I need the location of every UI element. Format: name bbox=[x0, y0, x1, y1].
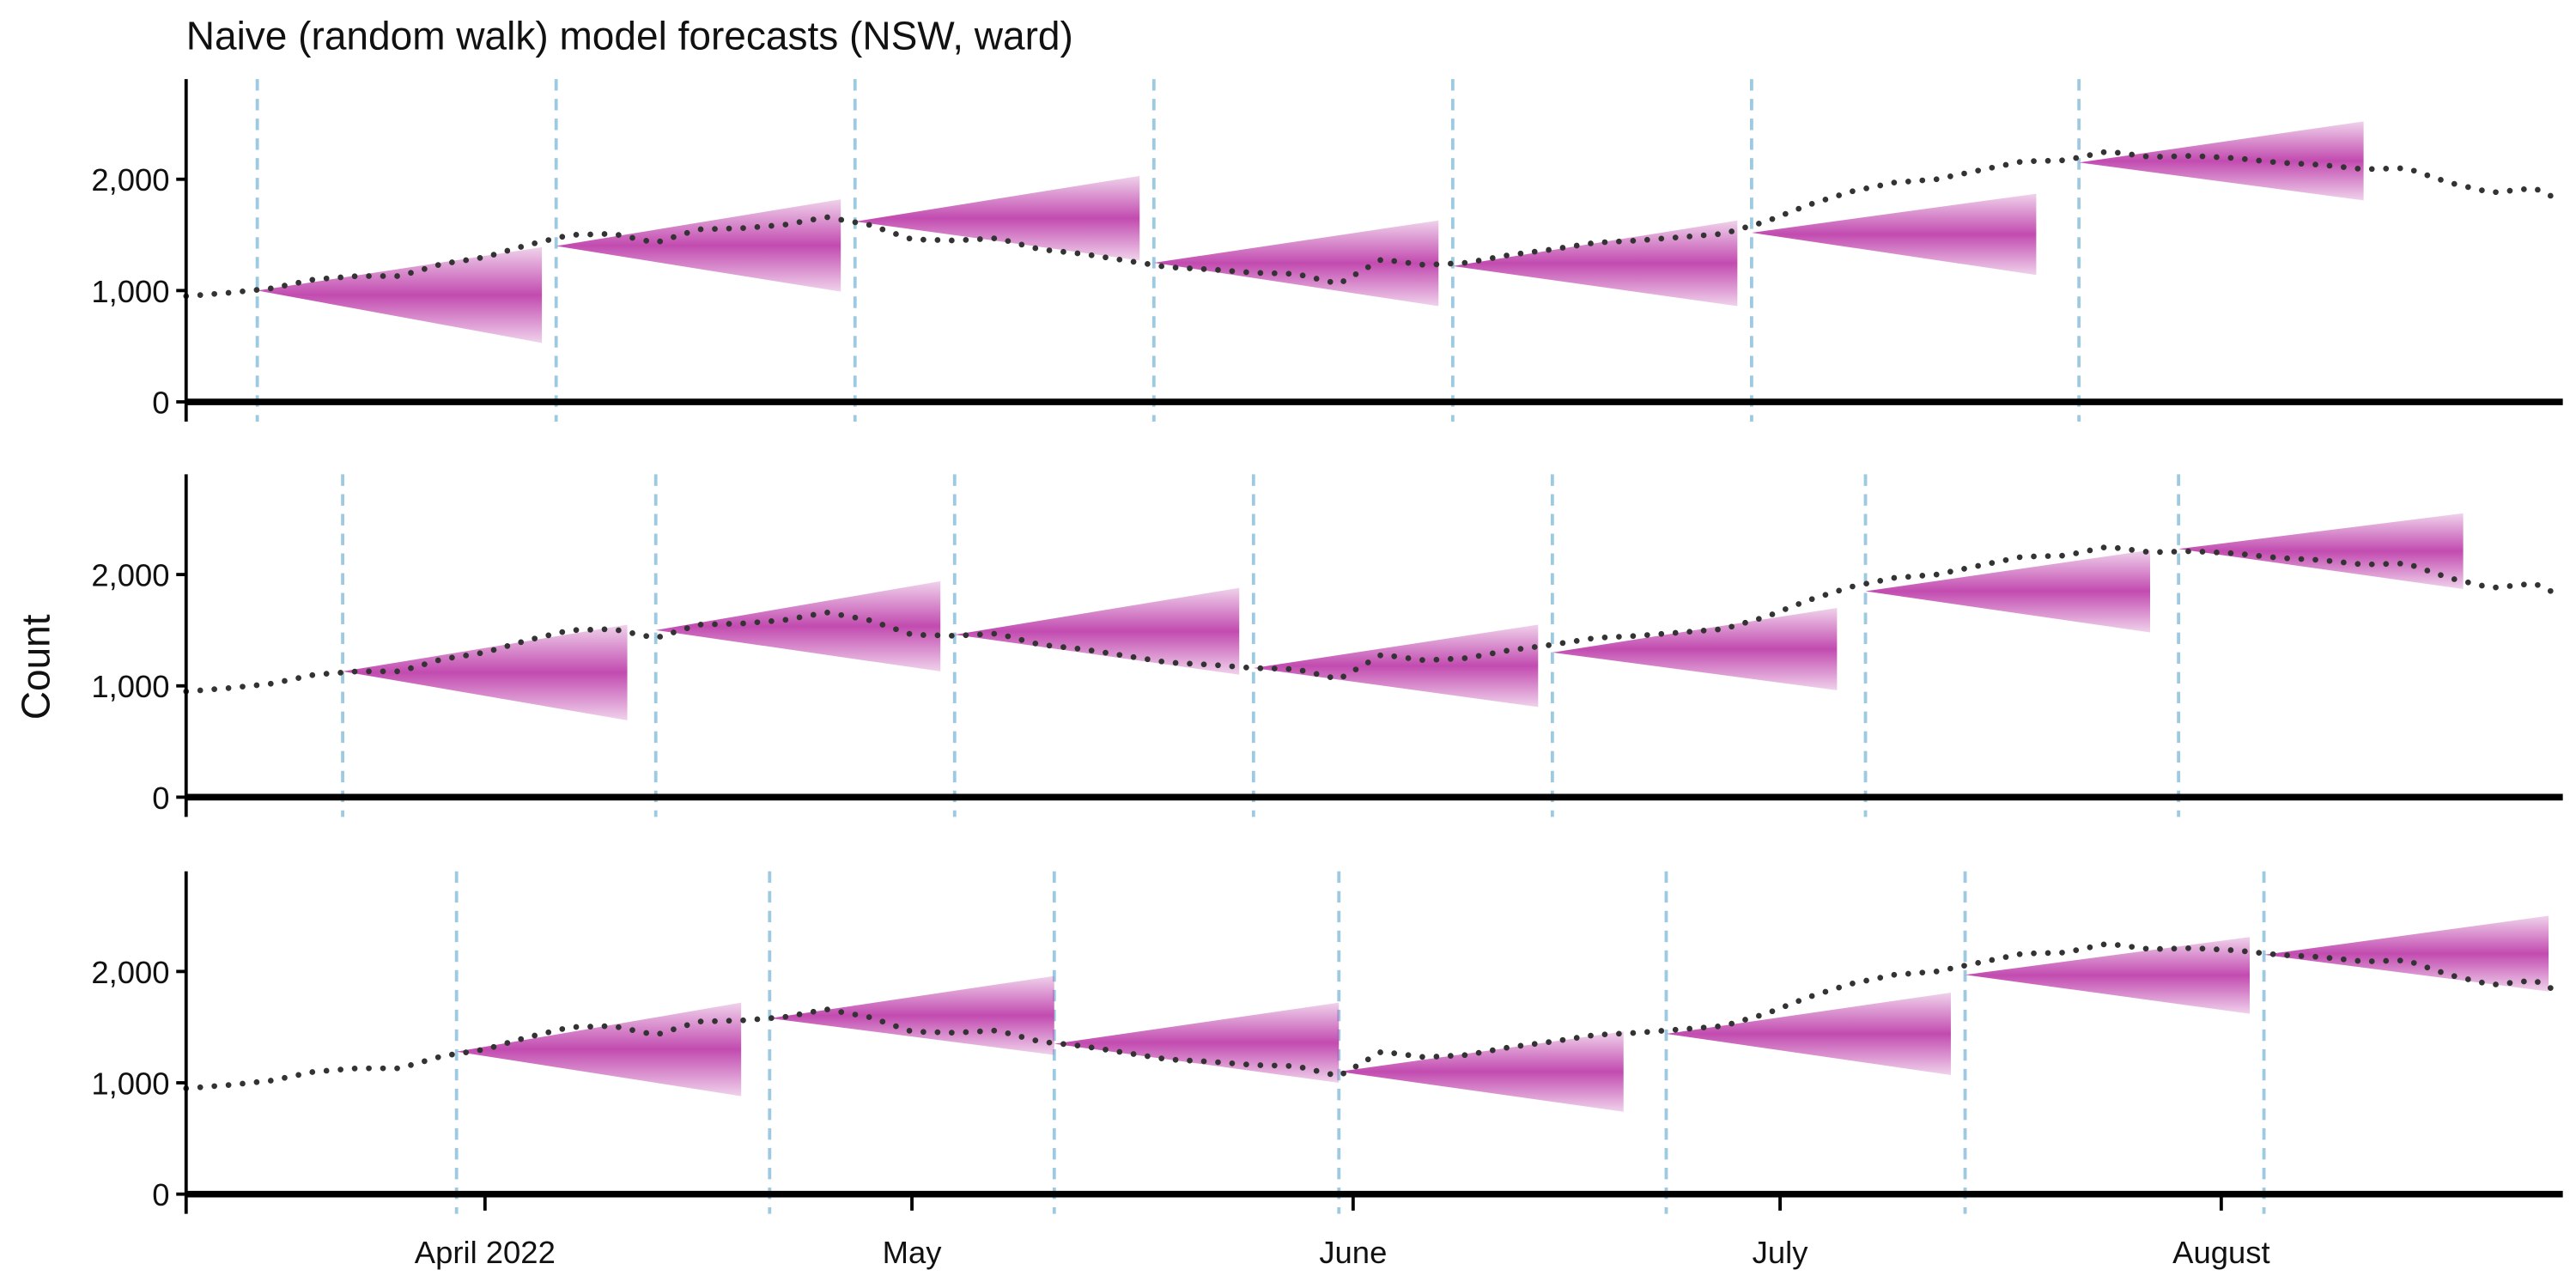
y-tick-label: 2,000 bbox=[91, 162, 169, 197]
forecast-fan bbox=[1153, 220, 1439, 307]
x-tick-label: August bbox=[2172, 1235, 2269, 1270]
forecast-fan bbox=[343, 624, 628, 720]
y-tick-label: 0 bbox=[152, 1177, 169, 1212]
y-tick-label: 0 bbox=[152, 385, 169, 420]
y-tick-label: 2,000 bbox=[91, 955, 169, 990]
x-tick-label: July bbox=[1753, 1235, 1809, 1270]
forecast-fan bbox=[954, 587, 1240, 675]
forecast-fan bbox=[1751, 193, 2037, 276]
forecast-fan bbox=[2079, 121, 2364, 201]
forecast-fan bbox=[1965, 937, 2251, 1014]
forecast-fan bbox=[1253, 624, 1539, 708]
y-tick-label: 2,000 bbox=[91, 558, 169, 593]
x-tick-label: April 2022 bbox=[415, 1235, 556, 1270]
forecast-fan bbox=[2263, 915, 2549, 992]
forecast-fan bbox=[854, 175, 1140, 261]
y-tick-label: 1,000 bbox=[91, 669, 169, 704]
observed-line bbox=[183, 148, 2567, 300]
forecast-fan bbox=[1452, 220, 1738, 307]
y-tick-label: 1,000 bbox=[91, 274, 169, 309]
x-tick-label: June bbox=[1319, 1235, 1387, 1270]
y-tick-label: 0 bbox=[152, 781, 169, 816]
forecast-fan bbox=[1339, 1031, 1624, 1112]
observed-line bbox=[183, 940, 2567, 1091]
forecast-fan bbox=[655, 580, 941, 671]
forecast-fan bbox=[1552, 607, 1838, 690]
forecast-fan bbox=[2178, 513, 2464, 589]
forecast-fan bbox=[1054, 1002, 1340, 1084]
x-tick-label: May bbox=[883, 1235, 943, 1270]
forecast-fan bbox=[257, 246, 543, 343]
y-axis-label: Count bbox=[14, 614, 58, 720]
forecast-fan bbox=[556, 199, 841, 292]
forecast-fan bbox=[456, 1002, 742, 1097]
forecast-fan bbox=[1666, 993, 1951, 1075]
chart-title: Naive (random walk) model forecasts (NSW… bbox=[186, 14, 1073, 58]
forecast-fan bbox=[1865, 550, 2151, 633]
observed-line bbox=[183, 544, 2567, 695]
forecast-fan bbox=[769, 975, 1054, 1055]
y-tick-label: 1,000 bbox=[91, 1066, 169, 1101]
